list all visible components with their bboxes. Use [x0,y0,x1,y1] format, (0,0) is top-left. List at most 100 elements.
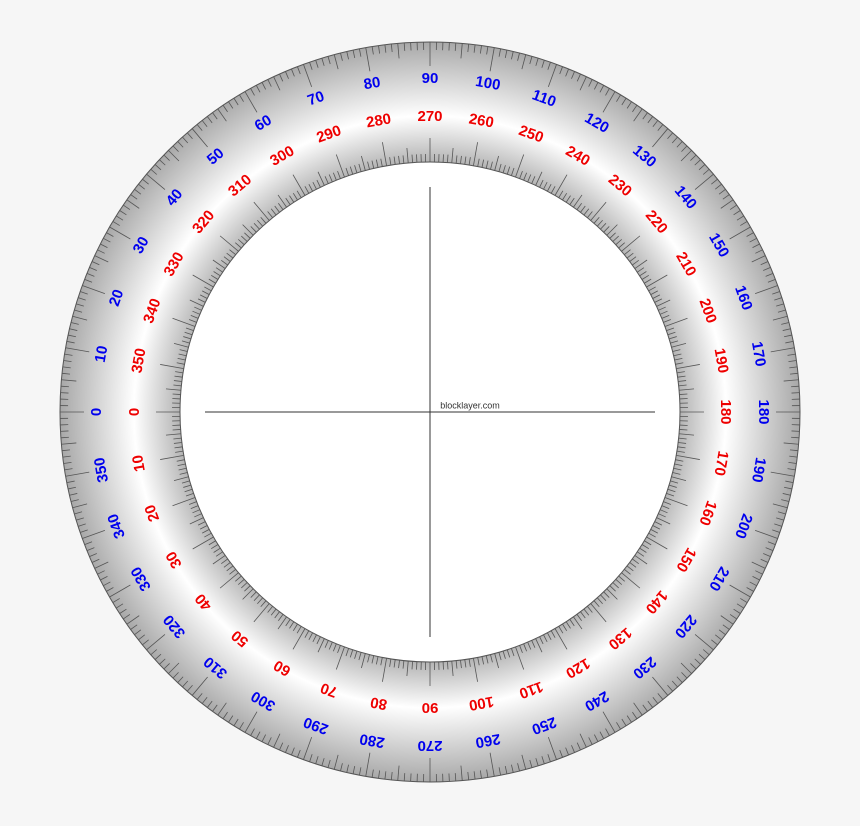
outer-tick [60,436,69,439]
outer-tick [172,672,179,679]
inner-tick [485,655,489,664]
outer-tick [177,676,184,683]
inner-tick [648,286,656,292]
inner-tick [612,235,619,242]
outer-tick [565,68,569,77]
inner-tick [349,649,354,658]
outer-tick [789,455,798,458]
inner-tick [464,659,467,668]
outer-tick [479,770,482,779]
outer-tick [212,112,218,120]
outer-tick [123,614,131,620]
inner-tick [173,380,182,382]
outer-tick [722,624,730,630]
outer-tick [340,52,343,61]
inner-label: 90 [422,699,439,716]
outer-tick [222,711,228,719]
inner-tick [634,555,648,565]
outer-tick [191,128,208,148]
outer-tick [702,168,710,175]
inner-tick [208,278,216,284]
outer-tick [65,347,90,353]
inner-tick [202,290,210,295]
inner-tick [253,594,260,601]
inner-tick [659,310,668,315]
outer-tick [371,769,374,778]
inner-tick [210,544,219,550]
inner-tick [278,203,284,210]
inner-tick [615,239,622,246]
outer-tick [273,733,281,748]
outer-tick [65,471,90,477]
outer-label: 40 [163,186,187,210]
outer-tick [250,88,255,96]
outer-tick [207,116,213,124]
inner-tick [190,314,199,319]
outer-tick [729,204,737,210]
inner-tick [242,224,254,236]
inner-tick [621,572,641,589]
inner-tick [609,585,616,592]
inner-tick [455,660,458,669]
inner-tick [244,585,251,592]
inner-tick [670,340,679,344]
inner-tick [646,536,668,550]
inner-tick [197,521,206,526]
outer-label: 90 [422,70,439,87]
outer-tick [754,285,778,295]
outer-tick [159,658,166,665]
outer-tick [62,366,71,369]
outer-tick [789,366,798,369]
outer-label: 180 [755,399,772,424]
inner-tick [531,640,536,648]
inner-tick [292,192,298,201]
outer-tick [106,232,114,237]
inner-tick [550,630,556,638]
outer-tick [261,734,267,742]
outer-tick [752,243,760,249]
outer-tick [154,653,162,660]
inner-tick [328,641,333,650]
inner-tick [274,611,280,619]
inner-tick [278,614,284,621]
inner-label: 270 [417,108,442,125]
inner-tick [679,393,688,395]
inner-tick [380,158,383,167]
inner-tick [215,267,223,273]
inner-tick [260,217,267,224]
outer-label: 30 [130,234,153,257]
outer-tick [729,584,751,598]
outer-tick [690,154,697,161]
outer-tick [772,503,788,509]
inner-tick [253,603,270,623]
outer-tick [285,745,289,753]
outer-tick [64,353,73,356]
outer-tick [535,758,539,766]
inner-tick [447,661,449,670]
inner-tick [204,286,212,292]
inner-tick [406,661,409,677]
inner-tick [481,656,485,665]
inner-tick [173,442,182,444]
outer-tick [233,718,239,726]
outer-tick [791,436,800,439]
inner-tick [398,155,400,164]
inner-tick [172,429,181,431]
outer-tick [261,82,267,90]
outer-tick [729,226,751,240]
inner-tick [382,658,387,682]
outer-tick [91,261,100,266]
inner-tick [626,252,634,259]
outer-tick [486,46,489,55]
outer-tick [315,756,319,765]
inner-tick [554,628,568,650]
inner-tick [175,450,184,453]
inner-tick [639,547,647,553]
outer-tick [116,603,124,609]
outer-tick [182,680,189,688]
outer-tick [172,145,179,152]
outer-tick [134,189,142,195]
outer-tick [217,702,227,716]
outer-tick [547,64,557,88]
